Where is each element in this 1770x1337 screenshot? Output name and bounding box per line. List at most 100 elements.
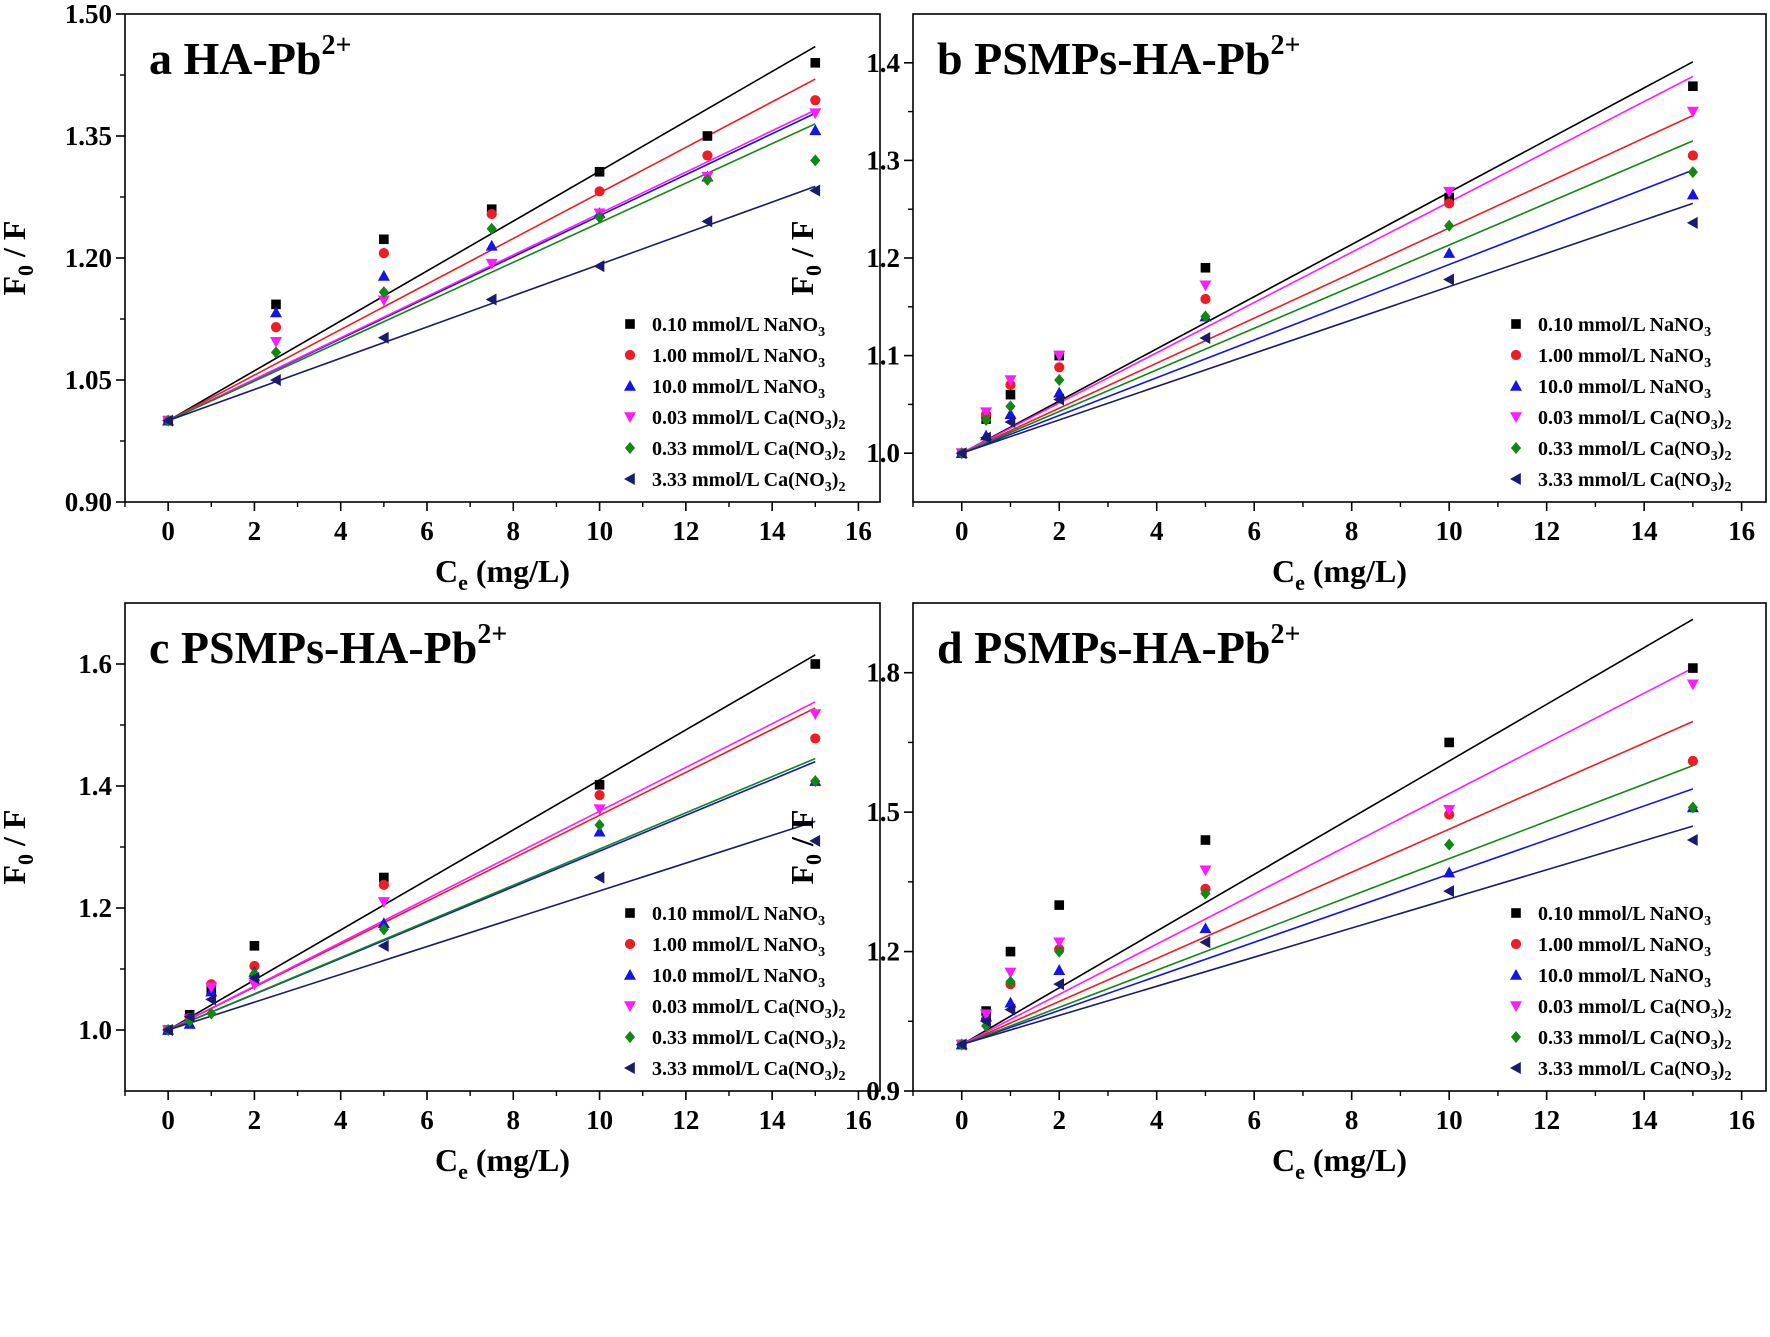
chart-panel-b: 0 2 4 6 8 10 12 14 16 1.0 1.1 1.2 1.3 1.4 Ce (mg/L) F0 … <box>784 13 1767 595</box>
y-tick-label: 1.50 <box>65 0 112 29</box>
data-point <box>594 211 605 224</box>
data-point <box>1199 922 1212 934</box>
data-point <box>205 993 217 1006</box>
legend-label: 0.10 mmol/L NaNO3 <box>652 903 825 929</box>
legend-label: 0.10 mmol/L NaNO3 <box>652 314 825 340</box>
x-tick-label: 2 <box>248 516 262 546</box>
data-point <box>205 982 218 994</box>
data-point <box>1200 835 1211 845</box>
data-point <box>809 834 821 847</box>
data-point <box>485 239 498 251</box>
data-point <box>1687 166 1698 179</box>
legend-marker <box>1510 473 1521 485</box>
legend-label: 3.33 mmol/L Ca(NO3)2 <box>652 1058 845 1084</box>
y-axis-title: F0 / F <box>0 810 38 885</box>
chart-panel-d: 0 2 4 6 8 10 12 14 160.91.21.51.8Ce (mg/L)F0 / F… <box>784 602 1767 1184</box>
data-point <box>810 154 821 167</box>
data-point <box>486 222 497 235</box>
x-tick-label: 0 <box>955 1105 969 1135</box>
data-point <box>810 659 821 669</box>
data-point <box>981 414 992 427</box>
x-tick-label: 6 <box>1247 1105 1261 1135</box>
x-tick-label: 14 <box>759 1105 786 1135</box>
legend-marker <box>1511 319 1521 329</box>
data-point <box>249 941 260 951</box>
x-axis-title: Ce (mg/L) <box>1272 553 1407 595</box>
data-point <box>594 166 605 177</box>
fit-line <box>961 61 1694 454</box>
fit-line <box>961 825 1694 1046</box>
data-point <box>980 1015 991 1028</box>
legend-marker <box>1510 380 1522 391</box>
data-point <box>379 234 389 245</box>
fit-line <box>961 667 1694 1046</box>
data-point <box>485 258 498 270</box>
y-axis-title: F0 / F <box>784 810 826 885</box>
x-tick-label: 10 <box>586 516 613 546</box>
data-point <box>593 260 605 273</box>
data-point <box>701 215 713 228</box>
data-point <box>1004 408 1017 419</box>
data-point <box>485 293 497 306</box>
data-point <box>702 173 713 186</box>
data-point <box>955 447 967 460</box>
legend-label: 1.00 mmol/L NaNO3 <box>652 345 825 371</box>
legend-label: 0.33 mmol/L Ca(NO3)2 <box>652 438 845 464</box>
data-point <box>1687 755 1698 767</box>
legend-marker <box>1510 1062 1521 1074</box>
data-point <box>248 972 260 985</box>
data-point <box>702 131 713 141</box>
legend-label: 10.0 mmol/L NaNO3 <box>652 376 825 402</box>
x-axis-title: Ce (mg/L) <box>435 1142 570 1184</box>
data-point <box>486 208 497 220</box>
x-tick-label: 6 <box>420 1105 434 1135</box>
legend-label: 3.33 mmol/L Ca(NO3)2 <box>652 469 845 495</box>
x-tick-label: 4 <box>1150 516 1164 546</box>
x-tick-label: 12 <box>672 516 699 546</box>
data-point <box>1686 216 1698 229</box>
legend-label: 10.0 mmol/L NaNO3 <box>1538 376 1711 402</box>
data-point <box>270 346 282 359</box>
data-point <box>206 1007 217 1020</box>
panel-title: d PSMPs-HA-Pb2+ <box>937 619 1300 673</box>
x-tick-label: 10 <box>1436 516 1463 546</box>
y-tick-label: 1.0 <box>866 438 900 468</box>
data-point <box>183 1010 195 1023</box>
y-tick-label: 1.2 <box>78 893 112 923</box>
data-point <box>1054 945 1065 958</box>
fit-line <box>167 757 816 1031</box>
y-tick-label: 1.4 <box>866 48 900 78</box>
x-tick-label: 2 <box>1052 1105 1066 1135</box>
data-point <box>377 897 390 908</box>
panel-title: b PSMPs-HA-Pb2+ <box>937 30 1300 84</box>
y-tick-label: 0.90 <box>65 487 112 517</box>
x-tick-label: 16 <box>1728 516 1755 546</box>
data-point <box>270 322 282 333</box>
legend-marker <box>1510 1031 1522 1043</box>
data-point <box>378 286 389 299</box>
data-point <box>980 1009 993 1021</box>
legend-marker <box>1510 412 1522 423</box>
y-tick-label: 1.6 <box>78 649 112 679</box>
data-point <box>379 872 389 883</box>
data-point <box>1688 81 1698 92</box>
data-point <box>1443 805 1456 816</box>
data-point <box>1688 663 1698 673</box>
data-point <box>1053 350 1066 362</box>
legend-marker <box>624 1001 636 1012</box>
data-point <box>162 1024 173 1036</box>
data-point <box>702 150 713 161</box>
x-tick-label: 16 <box>845 516 872 546</box>
fit-line <box>961 720 1694 1046</box>
data-point <box>1053 964 1066 975</box>
data-point <box>1054 374 1065 386</box>
x-tick-label: 16 <box>845 1105 872 1135</box>
data-point <box>809 709 822 721</box>
panel-title: a HA-Pb2+ <box>149 30 351 84</box>
data-point <box>377 295 390 307</box>
legend-label: 1.00 mmol/L NaNO3 <box>1538 934 1711 960</box>
y-tick-label: 0.9 <box>866 1076 900 1106</box>
legend-label: 3.33 mmol/L Ca(NO3)2 <box>1538 469 1731 495</box>
legend-label: 0.03 mmol/L Ca(NO3)2 <box>652 407 845 433</box>
